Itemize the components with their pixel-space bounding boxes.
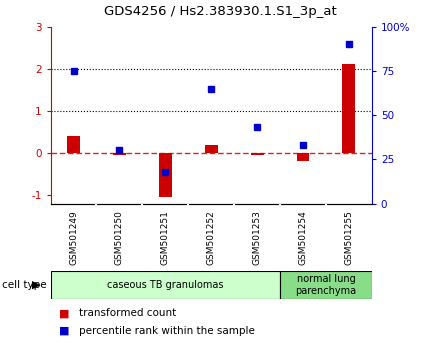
Text: transformed count: transformed count — [79, 308, 176, 318]
Text: ■: ■ — [59, 326, 70, 336]
Bar — [251, 153, 264, 155]
Text: caseous TB granulomas: caseous TB granulomas — [107, 280, 224, 290]
Text: ▶: ▶ — [32, 280, 40, 290]
Text: GSM501249: GSM501249 — [69, 210, 78, 264]
Bar — [342, 64, 355, 153]
Bar — [159, 153, 172, 197]
Bar — [280, 271, 372, 299]
Text: GSM501253: GSM501253 — [253, 210, 262, 265]
Bar — [205, 145, 218, 153]
Bar — [51, 271, 280, 299]
Text: cell type: cell type — [2, 280, 47, 290]
Text: normal lung
parenchyma: normal lung parenchyma — [295, 274, 356, 296]
Text: GSM501252: GSM501252 — [207, 210, 216, 264]
Text: GSM501251: GSM501251 — [161, 210, 170, 265]
Bar — [113, 153, 126, 155]
Text: GSM501255: GSM501255 — [345, 210, 353, 265]
Text: ■: ■ — [59, 308, 70, 318]
Text: GDS4256 / Hs2.383930.1.S1_3p_at: GDS4256 / Hs2.383930.1.S1_3p_at — [104, 5, 336, 18]
Bar — [297, 153, 309, 161]
Bar — [67, 136, 80, 153]
Text: GSM501250: GSM501250 — [115, 210, 124, 265]
Text: GSM501254: GSM501254 — [298, 210, 308, 264]
Text: percentile rank within the sample: percentile rank within the sample — [79, 326, 255, 336]
